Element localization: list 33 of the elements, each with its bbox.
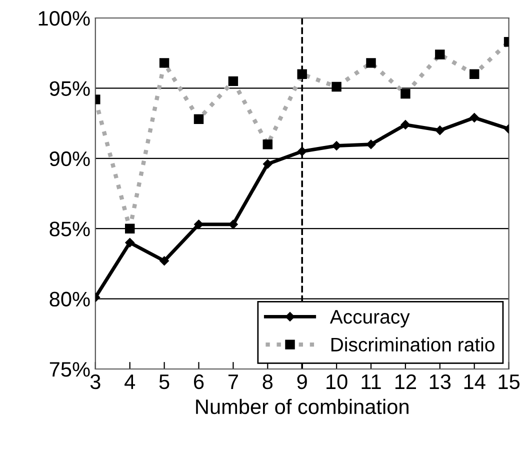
- x-tick-label: 3: [90, 374, 100, 390]
- x-tick-label: 9: [297, 374, 307, 390]
- point: [228, 220, 238, 230]
- x-tick-label: 10: [326, 374, 348, 390]
- x-tick-label: 6: [194, 374, 204, 390]
- x-tick-label: 8: [262, 374, 273, 390]
- x-tick-label: 4: [124, 374, 136, 389]
- x-tick-label: 12: [395, 374, 416, 389]
- point: [332, 141, 342, 150]
- point: [366, 140, 376, 149]
- x-tick-label: 11: [362, 374, 381, 389]
- x-tick-label: 14: [464, 374, 486, 389]
- y-tick-label: 80%: [50, 292, 90, 307]
- point: [125, 238, 134, 248]
- y-tick-label: 85%: [50, 222, 90, 236]
- point: [400, 120, 410, 130]
- x-tick-label: 5: [159, 374, 170, 390]
- legend-label: Discrimination ratio: [331, 337, 494, 352]
- point: [435, 126, 445, 135]
- point: [470, 113, 479, 122]
- point: [194, 220, 204, 230]
- x-tick-label: 15: [498, 374, 520, 390]
- point: [160, 256, 169, 266]
- x-tick-label: 13: [430, 374, 451, 390]
- x-axis-title: Number of combination: [196, 398, 408, 414]
- y-tick-label: 95%: [50, 81, 90, 96]
- y-tick-label: 75%: [50, 362, 90, 377]
- y-tick-label: 90%: [50, 151, 90, 166]
- y-tick-label: 100%: [38, 11, 90, 26]
- point: [297, 146, 307, 156]
- x-tick-label: 7: [228, 374, 238, 389]
- point: [263, 159, 272, 169]
- legend-label: Accuracy: [330, 310, 410, 328]
